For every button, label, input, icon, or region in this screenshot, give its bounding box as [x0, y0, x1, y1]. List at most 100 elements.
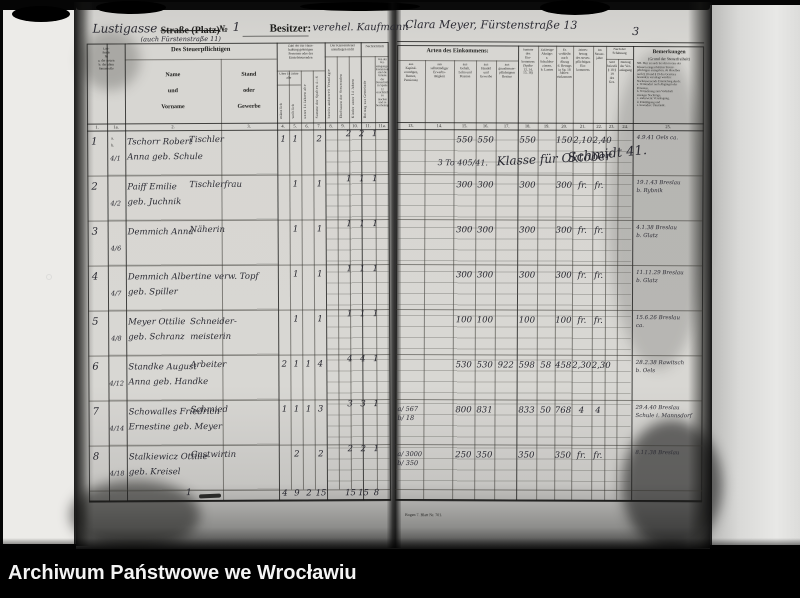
income-cells: 550 550 550 150 2,10 2,40 [454, 135, 612, 146]
col-header-22: sind beizufügen § 18 § 19 des Ges. [607, 60, 618, 84]
scan-background-left [3, 10, 76, 544]
col-header-19: Es verbleibt nach Abzug d. Betrags in Sp… [556, 48, 573, 80]
amount-cell: fr. [577, 225, 587, 236]
col-header-21: Im Steuer- jahre [594, 48, 605, 60]
scan-stain [622, 420, 722, 550]
scan-artifact [540, 0, 610, 15]
remark-note: 4.9.41 Oels ca. [636, 135, 679, 142]
scan-artifact [300, 2, 420, 11]
amount-cell: 300 [555, 225, 572, 236]
amount-cell [494, 405, 516, 415]
header-rule [397, 40, 705, 44]
amount-cell: 458 [555, 360, 572, 371]
scan-background-right [706, 5, 800, 545]
income-row: 530 530 922 598 58 458 2,30 2,30 28.2.38 Rawits… [396, 354, 703, 400]
amount-cell [536, 451, 554, 461]
col-header-23: Beitrag der Ver- anlagung [619, 60, 632, 72]
interline-note-ref: 3 To 405/41. [437, 158, 489, 168]
remark-note: 15.6.26 Breslau ca. [635, 315, 681, 330]
amount-cell [538, 136, 556, 146]
amount-cell: 350 [554, 450, 571, 461]
amount-cell: fr. [593, 450, 603, 461]
amount-cell: 300 [477, 225, 494, 236]
remarks-header-title: Bemerkungen [652, 49, 686, 56]
amount-cell [537, 226, 555, 236]
amount-cell: 768 [554, 405, 572, 416]
grid-line [395, 498, 703, 503]
amount-cell [494, 450, 516, 460]
col-header-16b: aus grundsteuer- pflichtigem Besitze [498, 63, 516, 79]
amount-cell: 831 [476, 405, 493, 416]
amount-cell [496, 135, 518, 145]
amount-cell: 350 [518, 450, 535, 461]
capital-entry: a/ 3000 b/ 350 [397, 449, 423, 468]
amount-cell: 550 [477, 135, 494, 146]
col-header-16: aus Handel und Gewerbe [479, 63, 493, 79]
scan-artifact [96, 1, 166, 14]
col-header-income-band: Arten des Einkommens: [426, 48, 489, 55]
amount-cell: 300 [518, 270, 536, 281]
col-header-17: Summe des Ein- kommens (Spalte 13, 14, 1… [521, 48, 535, 76]
income-cells: 250 350 350 350 fr. fr. [452, 450, 604, 461]
income-row: 100 100 100 100 fr. fr. 15.6.26 Breslau ca. [396, 309, 703, 355]
amount-cell: 2,30 [572, 360, 592, 371]
amount-cell: 100 [518, 315, 536, 326]
amount-cell [537, 271, 555, 281]
amount-cell: 550 [519, 135, 536, 146]
amount-cell: fr. [577, 180, 588, 191]
capital-entry: a/ 567 b/ 18 [397, 404, 419, 423]
dust-speck [46, 274, 52, 280]
amount-cell: 300 [555, 180, 573, 191]
income-cells: 300 300 300 300 fr. fr. [453, 180, 605, 191]
amount-cell: fr. [577, 315, 587, 326]
amount-cell: 300 [519, 225, 536, 236]
amount-cell [495, 315, 517, 325]
income-cells: 100 100 100 100 fr. fr. [453, 315, 605, 326]
remark-note: 29.4.40 Breslau Schule i. Mannsdorf [635, 405, 692, 420]
amount-cell: 100 [455, 315, 473, 326]
amount-cell [495, 225, 517, 235]
income-cells: 530 530 922 598 58 458 2,30 2,30 [453, 360, 611, 371]
amount-cell: 530 [476, 360, 493, 371]
amount-cell: 550 [456, 135, 473, 146]
amount-cell: 4 [578, 405, 585, 416]
amount-cell: 300 [519, 180, 536, 191]
amount-cell: 150 [556, 135, 573, 146]
amount-cell: 4 [595, 405, 601, 416]
col-header-13: aus Kapital- vermögen, Renten, Pensionen [403, 62, 419, 82]
col-header-15: aus Gehalt, Lohn und Pension [458, 63, 472, 79]
remark-note: 8.11.38 Breslau [635, 450, 680, 457]
amount-cell: 100 [555, 315, 572, 326]
scan-edge-left [74, 2, 94, 546]
binding-gutter [387, 2, 401, 548]
scan-artifact [12, 6, 70, 22]
amount-cell: 300 [555, 270, 572, 281]
remark-note: 19.1.43 Breslau b. Rybnik [636, 180, 681, 195]
amount-cell: 2,30 [591, 360, 611, 371]
col-header-18: Zulässige Abzüge: a. Schulden- zinsen, b… [540, 48, 554, 72]
amount-cell: 300 [477, 180, 494, 191]
amount-cell: 530 [455, 360, 472, 371]
remarks-header-body: NB. Hier ist auch bei den in eine der Kl… [636, 62, 681, 108]
amount-cell: 922 [497, 360, 514, 371]
amount-cell [495, 180, 517, 190]
amount-cell [537, 181, 555, 191]
amount-cell: 2,10 [573, 135, 593, 146]
amount-cell: fr. [594, 225, 604, 236]
amount-cell: 598 [518, 360, 535, 371]
amount-cell [537, 316, 555, 326]
remark-note: 28.2.38 Rawitsch b. Oels [635, 360, 685, 375]
amount-cell [495, 270, 517, 280]
amount-cell: 250 [455, 450, 472, 461]
amount-cell: 300 [456, 180, 473, 191]
sheet-footer: Bogen 7. Blatt Nr. 701. [405, 512, 443, 518]
income-row: 300 300 300 300 fr. fr. 11.11.29 Breslau b. G… [396, 264, 703, 310]
income-row: a/ 3000 b/ 350 250 350 350 350 fr. fr. 8.11.3… [395, 444, 702, 490]
amount-cell: 300 [476, 270, 494, 281]
amount-cell: 350 [476, 450, 493, 461]
amount-cell: fr. [577, 270, 587, 281]
caption-bar: Archiwum Państwowe we Wrocławiu [0, 550, 800, 598]
amount-cell: 300 [455, 270, 473, 281]
